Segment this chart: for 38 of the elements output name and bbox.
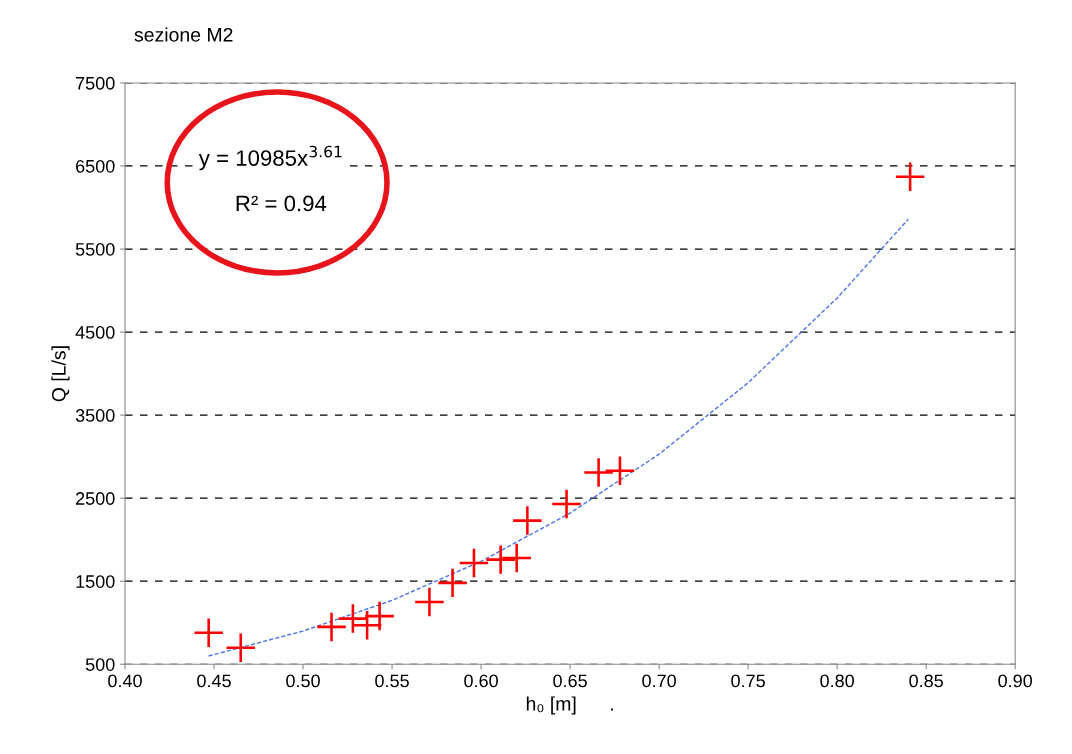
x-tick-label: 0.60 xyxy=(464,674,498,688)
y-axis-title: Q [L/s] xyxy=(51,346,70,402)
point xyxy=(552,489,581,519)
y-tick-label: 1500 xyxy=(76,575,115,588)
x-tick-label: 0.45 xyxy=(197,674,231,688)
y-tick-label: 5500 xyxy=(75,242,115,256)
point xyxy=(502,543,531,573)
point xyxy=(365,601,394,631)
annotation: R² = 0.94 xyxy=(236,195,327,212)
x-tick-label: 0.65 xyxy=(553,674,587,688)
point xyxy=(486,545,515,574)
y-tick-label: 500 xyxy=(85,658,115,671)
point xyxy=(513,506,542,535)
point xyxy=(438,568,467,598)
x-tick-label: 0.90 xyxy=(998,674,1033,688)
x-tick-label: 0.40 xyxy=(108,674,142,688)
annotation: y = 10985x$^{3.61}$ xyxy=(198,145,342,171)
point xyxy=(605,456,635,485)
line-series xyxy=(207,218,910,657)
y-tick-label: 3500 xyxy=(75,409,115,422)
x-tick-label: 0.55 xyxy=(375,674,409,688)
point xyxy=(226,633,255,662)
y-tick-label: 7500 xyxy=(76,76,115,90)
x-tick-label: 0.70 xyxy=(642,674,676,688)
point xyxy=(415,587,444,617)
y-tick-label: 6500 xyxy=(76,159,115,173)
y-tick-label: 2500 xyxy=(76,492,115,505)
chart-title: sezione M2 xyxy=(134,27,233,42)
x-tick-label: 0.80 xyxy=(820,674,855,688)
point xyxy=(584,458,613,487)
point xyxy=(194,618,223,647)
point xyxy=(338,604,368,633)
point xyxy=(317,612,346,642)
y-tick-label: 4500 xyxy=(75,326,115,339)
x-axis-title: h₀ [m] . xyxy=(526,696,613,715)
x-tick-label: 0.75 xyxy=(731,674,765,688)
x-tick-label: 0.85 xyxy=(909,674,943,688)
x-tick-label: 0.50 xyxy=(286,674,320,688)
